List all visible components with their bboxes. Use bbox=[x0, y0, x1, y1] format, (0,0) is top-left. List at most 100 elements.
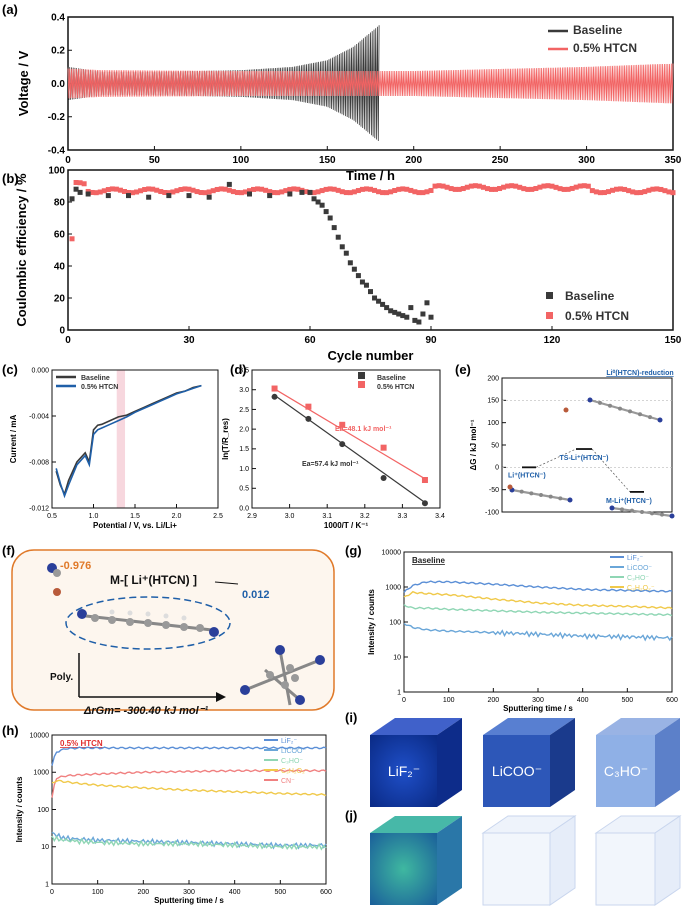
panel-label-a: (a) bbox=[2, 2, 18, 17]
point-htcn bbox=[355, 188, 361, 194]
x-tick-label: 250 bbox=[492, 155, 509, 166]
atom-li bbox=[53, 588, 61, 596]
point-htcn bbox=[622, 186, 628, 192]
polymer-molecule bbox=[240, 645, 325, 706]
ea-label-htcn: Ea=48.1 kJ mol⁻¹ bbox=[335, 426, 392, 433]
legend-label: Baseline bbox=[81, 375, 110, 382]
point-baseline bbox=[311, 196, 317, 202]
x-tick-label: 3.4 bbox=[435, 513, 445, 520]
panel-label-e: (e) bbox=[455, 362, 471, 377]
x-tick-label: 500 bbox=[621, 697, 633, 704]
plot-frame bbox=[403, 551, 673, 693]
point-htcn bbox=[497, 186, 503, 192]
point-htcn bbox=[557, 186, 563, 192]
point-htcn bbox=[460, 186, 466, 192]
point-htcn bbox=[428, 187, 434, 193]
point-htcn bbox=[101, 188, 107, 194]
point-htcn bbox=[654, 186, 660, 192]
point-htcn bbox=[311, 190, 317, 196]
legend-label: LiCOO⁻ bbox=[627, 565, 652, 572]
point-htcn bbox=[618, 186, 624, 192]
x-axis-label: 1000/T / K⁻¹ bbox=[324, 521, 369, 530]
y-tick-label: 60 bbox=[54, 229, 66, 240]
molecule-atom bbox=[669, 513, 675, 519]
point-htcn bbox=[541, 183, 547, 189]
point-baseline bbox=[376, 298, 382, 304]
panel-label-d: (d) bbox=[230, 362, 247, 377]
point-baseline bbox=[331, 225, 337, 231]
point-baseline bbox=[339, 244, 345, 250]
y-axis-label: ln(T/R_res) bbox=[221, 418, 230, 460]
point-htcn bbox=[468, 183, 474, 189]
y-tick-label: 1.5 bbox=[239, 446, 249, 453]
point-htcn bbox=[295, 186, 301, 192]
chart-b-coulombic: 0 30 60 90 120 150 100 80 60 40 20 0 Cycle number Cou… bbox=[14, 165, 682, 363]
molecule-atom bbox=[648, 415, 652, 420]
chart-h-tofsims-htcn: 0 100 200 300 400 500 600 10000 1000 100 10 1 Sputte… bbox=[15, 732, 332, 905]
point-baseline bbox=[77, 189, 83, 195]
series-htcn-line bbox=[67, 63, 674, 104]
molecule-atom bbox=[608, 403, 612, 408]
chart-c-lsv: 0.5 1.0 1.5 2.0 2.5 0.000 -0.004 -0.008 -0.012 Po… bbox=[9, 367, 223, 530]
y-axis-label: Coulombic efficiency / % bbox=[14, 173, 29, 327]
y-tick-label: 40 bbox=[54, 261, 66, 272]
point-htcn bbox=[339, 189, 345, 195]
point-htcn bbox=[305, 403, 312, 410]
y-tick-label: -0.4 bbox=[48, 145, 66, 156]
y-tick-label: 1 bbox=[45, 881, 49, 888]
y-tick-label: 100 bbox=[389, 619, 401, 626]
legend-label: 0.5% HTCN bbox=[81, 384, 118, 391]
point-htcn bbox=[218, 186, 224, 192]
point-htcn bbox=[222, 186, 228, 192]
point-htcn bbox=[109, 186, 115, 192]
point-htcn bbox=[642, 189, 648, 195]
point-baseline bbox=[404, 314, 410, 320]
point-baseline bbox=[305, 415, 312, 422]
point-htcn bbox=[412, 189, 418, 195]
point-baseline bbox=[206, 194, 212, 200]
level-label: M-Li⁺(HTCN⁻) bbox=[606, 498, 652, 505]
point-baseline bbox=[323, 209, 329, 215]
x-axis-label: Potential / V, vs. Li/Li+ bbox=[93, 521, 177, 530]
cube-j-c3ho bbox=[594, 815, 682, 906]
series-line bbox=[51, 769, 327, 798]
point-htcn bbox=[339, 421, 346, 428]
point-htcn bbox=[343, 190, 349, 196]
point-htcn bbox=[190, 187, 196, 193]
point-htcn bbox=[392, 188, 398, 194]
chart-a-voltage: 0 50 100 150 200 250 300 350 0.4 0.2 0.0 -0.2 -0.4 Ti… bbox=[16, 12, 682, 183]
point-htcn bbox=[121, 189, 127, 195]
point-htcn bbox=[97, 189, 103, 195]
point-htcn bbox=[416, 190, 422, 196]
point-htcn bbox=[597, 190, 603, 196]
point-baseline bbox=[226, 181, 232, 187]
point-htcn bbox=[166, 190, 172, 196]
point-htcn bbox=[456, 186, 462, 192]
point-baseline bbox=[351, 266, 357, 272]
point-baseline bbox=[85, 191, 91, 197]
y-tick-label: 0.4 bbox=[51, 12, 65, 23]
molecule-atom bbox=[640, 510, 644, 514]
point-htcn bbox=[517, 184, 523, 190]
x-tick-label: 200 bbox=[137, 889, 149, 896]
point-htcn bbox=[400, 186, 406, 192]
legend-label: C₃HO⁻ bbox=[281, 758, 303, 765]
point-baseline bbox=[372, 295, 378, 301]
x-tick-label: 0 bbox=[50, 889, 54, 896]
point-htcn bbox=[105, 187, 111, 193]
point-htcn bbox=[549, 183, 555, 189]
y-tick-label: -100 bbox=[485, 509, 499, 516]
point-htcn bbox=[182, 186, 188, 192]
point-baseline bbox=[287, 191, 293, 197]
x-tick-label: 200 bbox=[405, 155, 422, 166]
point-htcn bbox=[291, 186, 297, 192]
point-htcn bbox=[372, 187, 378, 193]
point-htcn bbox=[581, 183, 587, 189]
point-htcn bbox=[134, 189, 140, 195]
point-htcn bbox=[198, 190, 204, 196]
point-baseline bbox=[105, 193, 111, 199]
y-tick-label: 2.5 bbox=[239, 407, 249, 414]
y-tick-label: 150 bbox=[487, 398, 499, 405]
cube-i-licoo: LiCOO⁻ bbox=[483, 718, 575, 807]
point-htcn bbox=[489, 186, 494, 192]
